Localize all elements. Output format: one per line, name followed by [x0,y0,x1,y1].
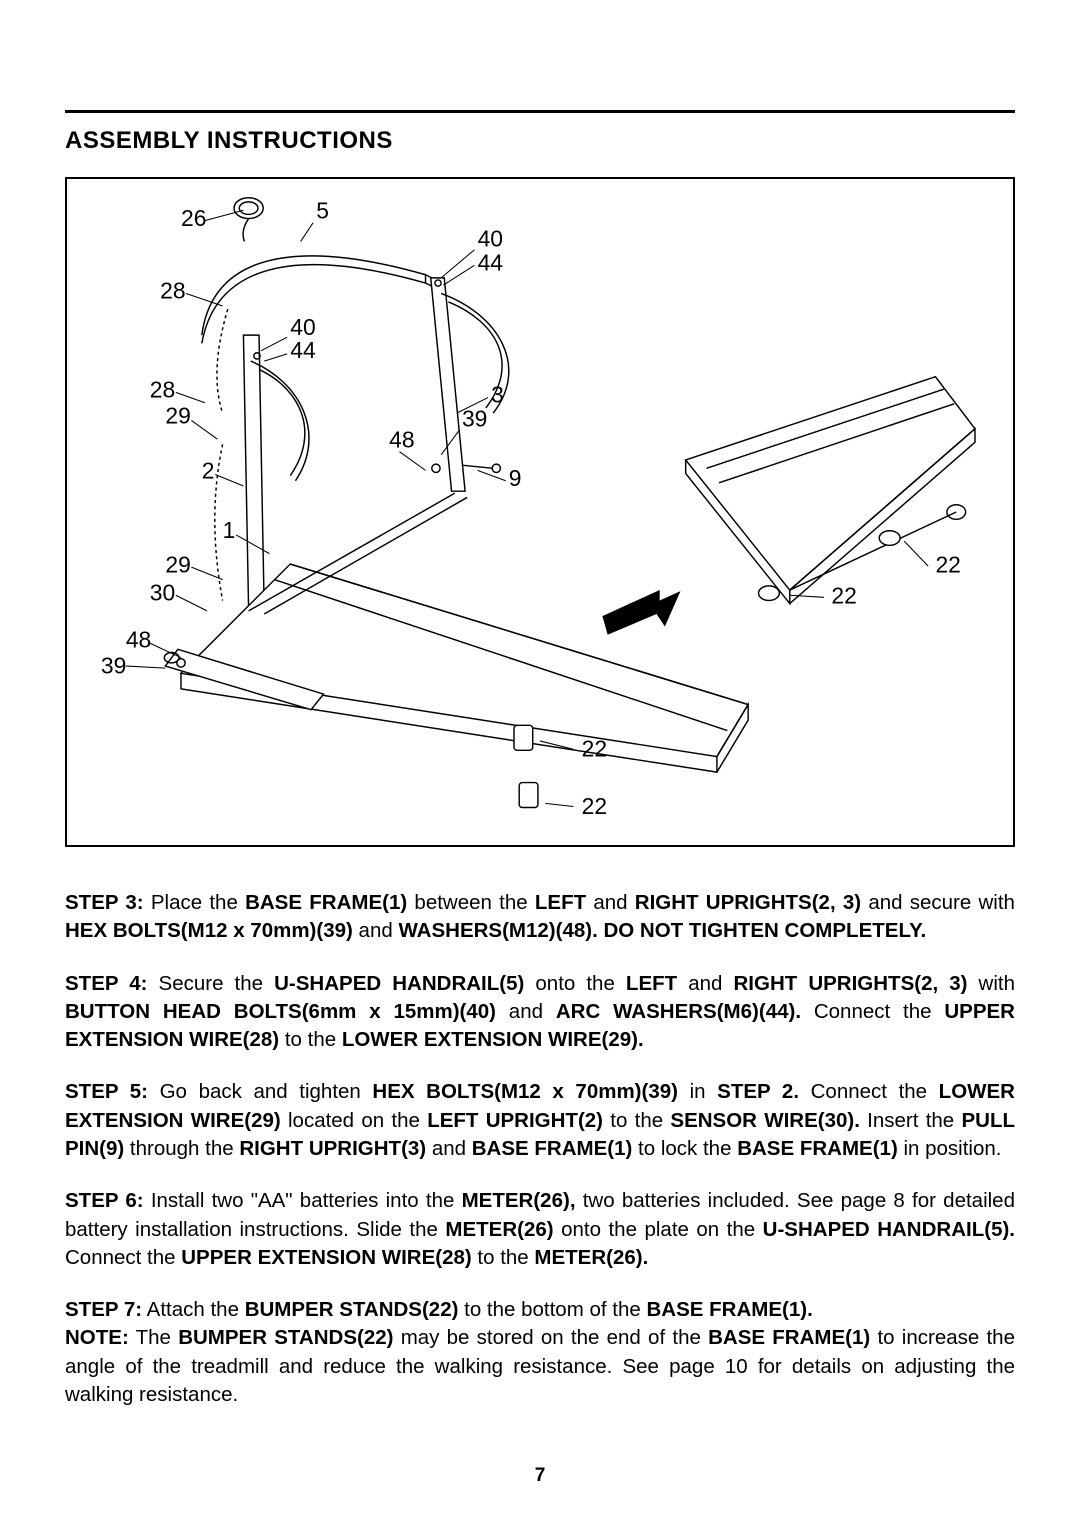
diagram-callout-label: 22 [582,736,607,762]
diagram-callout-label: 22 [831,583,856,609]
diagram-callout-label: 2 [202,458,215,484]
diagram-callout-label: 28 [160,278,185,304]
diagram-callout-label: 44 [290,337,316,363]
page-number: 7 [0,1465,1080,1487]
diagram-callout-label: 44 [478,250,504,276]
step-6: STEP 6: Install two "AA" batteries into … [65,1187,1015,1272]
diagram-callout-label: 48 [126,626,151,652]
step-5: STEP 5: Go back and tighten HEX BOLTS(M1… [65,1078,1015,1163]
diagram-callout-label: 28 [150,377,175,403]
diagram-callout-label: 29 [165,403,190,429]
page-title: ASSEMBLY INSTRUCTIONS [65,127,1015,155]
step-3: STEP 3: Place the BASE FRAME(1) between … [65,889,1015,946]
diagram-callout-label: 5 [316,198,329,224]
diagram-callout-label: 3 [491,382,504,408]
diagram-callout-label: 39 [101,652,126,678]
diagram-callout-label: 29 [165,551,190,577]
diagram-callout-label: 22 [582,793,607,819]
steps-block: STEP 3: Place the BASE FRAME(1) between … [65,889,1015,1409]
diagram-callout-label: 26 [181,205,206,231]
diagram-callout-label: 39 [462,406,487,432]
diagram-callout-label: 9 [509,465,522,491]
diagram-callout-label: 30 [150,579,175,605]
step-7: STEP 7: Attach the BUMPER STANDS(22) to … [65,1296,1015,1409]
diagram-svg: 2654044284044283293948291293048392222222… [67,179,1013,845]
diagram-callout-label: 22 [935,551,960,577]
assembly-diagram: 2654044284044283293948291293048392222222… [65,177,1015,847]
top-rule [65,110,1015,113]
diagram-callout-label: 1 [223,517,236,543]
diagram-callout-label: 48 [389,426,414,452]
diagram-callout-label: 40 [478,226,503,252]
step-4: STEP 4: Secure the U-SHAPED HANDRAIL(5) … [65,970,1015,1055]
